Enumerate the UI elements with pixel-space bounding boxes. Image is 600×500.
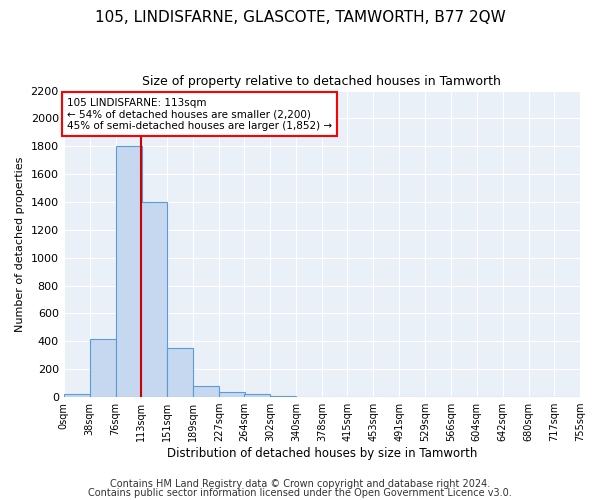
Bar	[141, 202, 167, 397]
Bar	[270, 396, 296, 397]
Bar	[167, 348, 193, 397]
Bar	[64, 394, 89, 397]
Text: Contains public sector information licensed under the Open Government Licence v3: Contains public sector information licen…	[88, 488, 512, 498]
Text: 105, LINDISFARNE, GLASCOTE, TAMWORTH, B77 2QW: 105, LINDISFARNE, GLASCOTE, TAMWORTH, B7…	[95, 10, 505, 25]
Y-axis label: Number of detached properties: Number of detached properties	[15, 156, 25, 332]
Bar	[89, 338, 116, 397]
Title: Size of property relative to detached houses in Tamworth: Size of property relative to detached ho…	[142, 75, 501, 88]
Bar	[219, 392, 245, 397]
Text: 105 LINDISFARNE: 113sqm
← 54% of detached houses are smaller (2,200)
45% of semi: 105 LINDISFARNE: 113sqm ← 54% of detache…	[67, 98, 332, 130]
Text: Contains HM Land Registry data © Crown copyright and database right 2024.: Contains HM Land Registry data © Crown c…	[110, 479, 490, 489]
Bar	[244, 394, 270, 397]
Bar	[116, 146, 142, 397]
X-axis label: Distribution of detached houses by size in Tamworth: Distribution of detached houses by size …	[167, 447, 477, 460]
Bar	[193, 386, 219, 397]
